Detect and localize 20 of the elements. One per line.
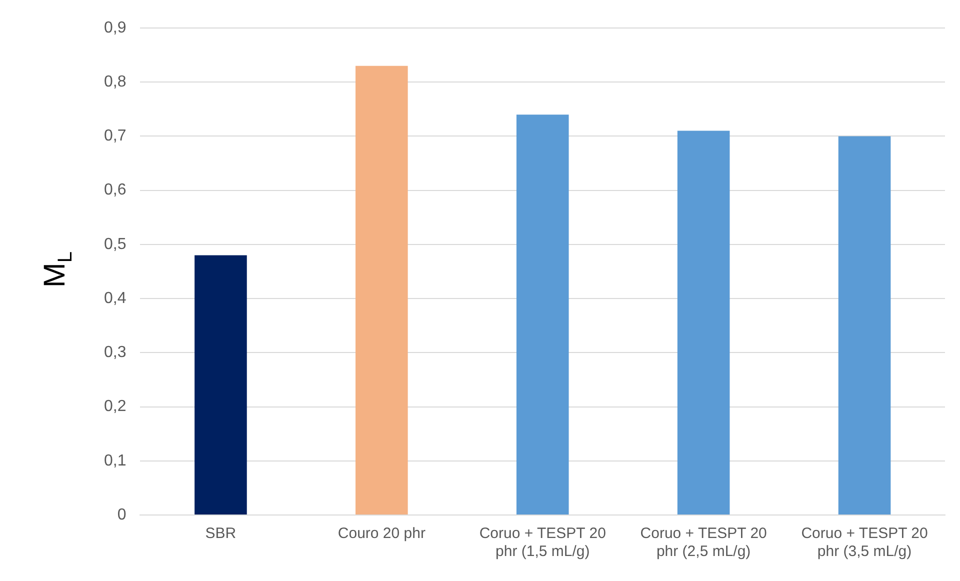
y-tick-label: 0,2 bbox=[104, 398, 126, 416]
bar bbox=[194, 255, 247, 514]
y-tick-label: 0,8 bbox=[104, 74, 126, 91]
x-tick-label: Coruo + TESPT 20 phr (3,5 mL/g) bbox=[801, 525, 928, 560]
bar bbox=[677, 130, 730, 514]
y-tick-label: 0,3 bbox=[104, 344, 126, 362]
y-tick-label: 0,7 bbox=[104, 128, 126, 145]
y-tick-label: 0,6 bbox=[104, 182, 126, 199]
y-tick-label: 0 bbox=[117, 506, 126, 524]
bar bbox=[838, 136, 891, 514]
x-tick-label: Coruo + TESPT 20 phr (1,5 mL/g) bbox=[479, 525, 606, 560]
x-tick-label: Couro 20 phr bbox=[338, 525, 426, 542]
x-tick-label: Coruo + TESPT 20 phr (2,5 mL/g) bbox=[640, 525, 767, 560]
y-tick-label: 0,9 bbox=[104, 19, 126, 36]
bar bbox=[516, 114, 569, 514]
y-tick-label: 0,5 bbox=[104, 236, 126, 253]
x-tick-label: SBR bbox=[205, 525, 236, 542]
y-tick-label: 0,4 bbox=[104, 290, 126, 307]
y-tick-label: 0,1 bbox=[104, 452, 126, 470]
bar bbox=[356, 66, 408, 514]
